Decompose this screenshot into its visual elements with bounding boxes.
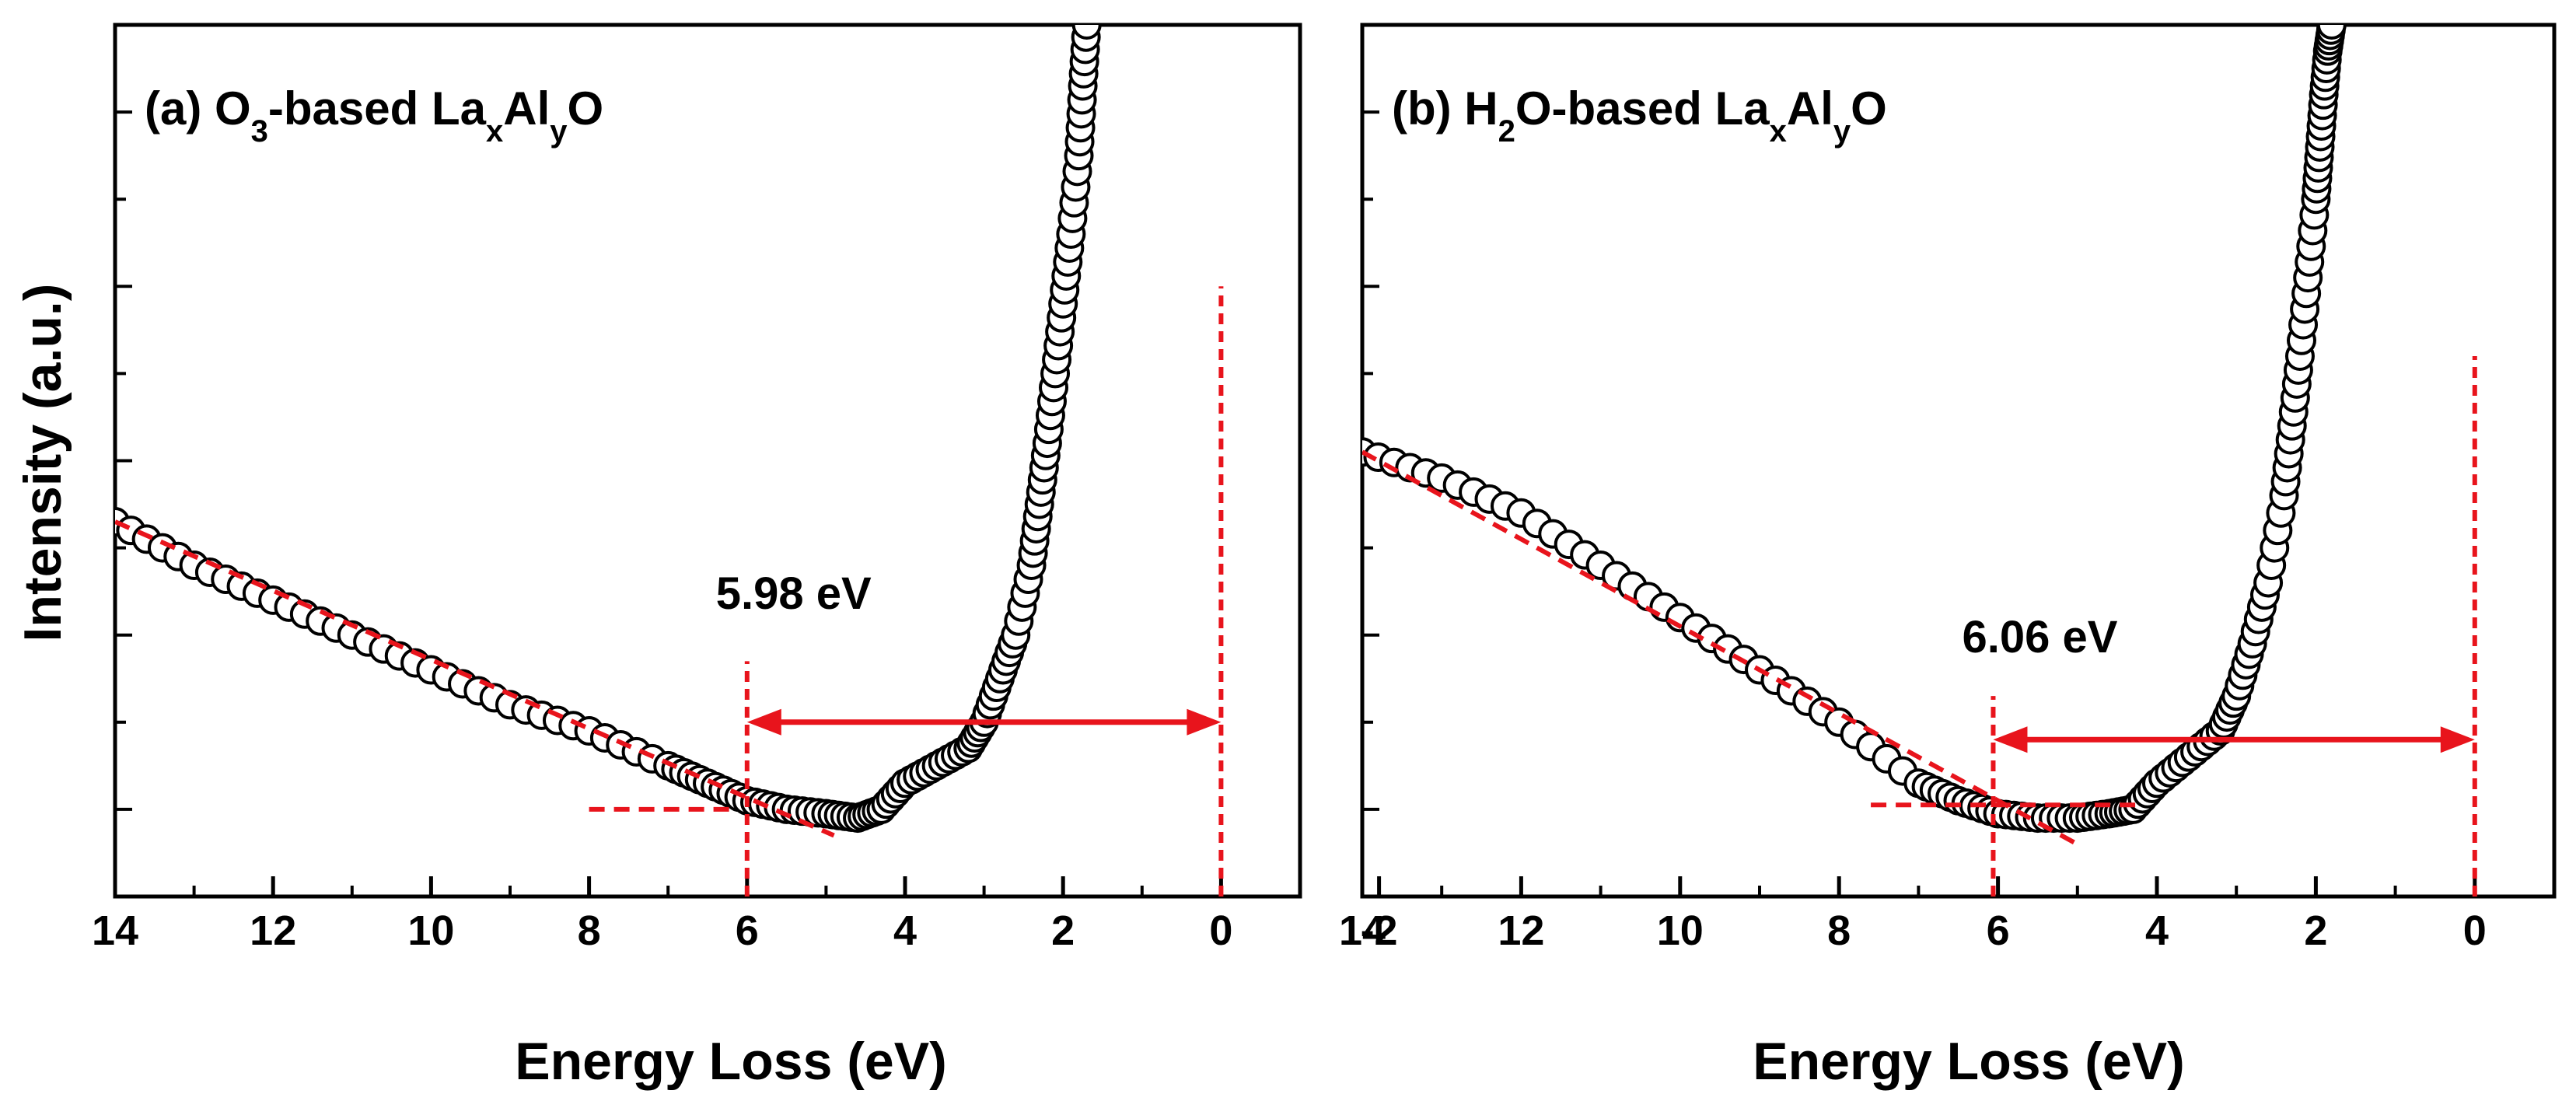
panel-title-part: -based La — [268, 82, 487, 135]
arrowhead-right-b — [2440, 726, 2475, 753]
x-tick-label-b: 14 — [1339, 907, 1386, 954]
panel-title-part: (b) H — [1392, 82, 1498, 135]
x-tick-label-a: 2 — [1051, 907, 1075, 954]
data-point-a — [1389, 151, 1416, 177]
panel-title-part: Al — [1787, 82, 1833, 135]
plot-frame-a — [113, 23, 1302, 899]
y-axis-title: Intensity (a.u.) — [13, 284, 72, 642]
x-axis-title-a: Energy Loss (eV) — [515, 1032, 947, 1091]
x-tick-label-a: 6 — [736, 907, 759, 954]
panel-title-subscript: x — [1770, 114, 1787, 149]
x-tick-label-a: 0 — [1209, 907, 1232, 954]
panel-title-subscript: 3 — [251, 114, 268, 149]
fit-slope-line-b — [1362, 449, 2079, 847]
panel-title-b: (b) H2O-based LaxAlyO — [1392, 82, 1887, 149]
panel-title-part: O — [1851, 82, 1887, 135]
x-tick-label-a: -2 — [1361, 907, 1398, 954]
data-point-a — [1403, 355, 1429, 381]
panel-a: 14 12 10 8 6 4 2 0 -2 5.98 eV (a) O3-based LaxAlyO — [92, 23, 1471, 954]
panel-title-a: (a) O3-based LaxAlyO — [145, 82, 603, 149]
x-axis-title-b: Energy Loss (eV) — [1753, 1032, 2185, 1091]
panel-title-subscript: y — [1833, 114, 1851, 149]
data-point-a — [1431, 668, 1458, 694]
data-point-a — [1424, 590, 1450, 617]
data-point-a — [1439, 721, 1466, 747]
data-point-a — [1405, 386, 1431, 413]
data-point-a — [1071, 25, 1102, 40]
x-tick-label-b: 6 — [1987, 907, 2010, 954]
bandgap-annotation-a: 5.98 eV — [716, 568, 872, 619]
panel-title-part: Al — [503, 82, 550, 135]
fit-slope-line-a — [115, 519, 835, 838]
panel-title-part: O-based La — [1515, 82, 1770, 135]
data-point-a — [1387, 58, 1414, 85]
x-tick-label-b: 2 — [2304, 907, 2327, 954]
plot-frame-b — [1360, 23, 2557, 899]
data-point-a — [1418, 529, 1445, 555]
data-point-a — [1416, 497, 1442, 523]
x-tick-label-b: 8 — [1827, 907, 1851, 954]
data-point-b — [2316, 25, 2347, 40]
data-point-a — [1442, 732, 1469, 759]
panel-title-subscript: y — [550, 114, 568, 149]
arrowhead-left-a — [746, 708, 781, 736]
x-tick-label-b: 12 — [1498, 907, 1544, 954]
plot-area-a — [115, 25, 1471, 838]
arrowhead-left-b — [1993, 726, 2028, 753]
data-point-a — [1445, 744, 1471, 771]
arrowhead-right-a — [1187, 708, 1222, 736]
data-line-right-a — [1399, 25, 1458, 757]
data-point-a — [1426, 619, 1452, 645]
data-point-a — [1392, 197, 1418, 224]
data-point-a — [1408, 413, 1435, 439]
data-point-a — [1400, 323, 1427, 349]
shared-axis-labels: Intensity (a.u.) Energy Loss (eV) Energy… — [13, 284, 2185, 1091]
data-point-a — [1421, 561, 1448, 587]
data-point-a — [1435, 689, 1461, 715]
x-tick-label-b: 0 — [2463, 907, 2487, 954]
x-tick-label-b: 10 — [1657, 907, 1704, 954]
panel-title-subscript: x — [486, 114, 503, 149]
x-tick-label-a: 14 — [92, 907, 138, 954]
panel-title-part: O — [568, 82, 604, 135]
x-tick-label-a: 10 — [407, 907, 454, 954]
x-tick-label-a: 12 — [250, 907, 296, 954]
bandgap-annotation-b: 6.06 eV — [1962, 612, 2117, 662]
data-point-a — [1395, 244, 1421, 271]
x-tick-label-b: 4 — [2145, 907, 2169, 954]
x-tick-label-a: 4 — [893, 907, 917, 954]
panel-title-subscript: 2 — [1498, 114, 1515, 149]
data-point-a — [1397, 291, 1424, 317]
data-point-a — [1437, 709, 1463, 736]
data-point-a — [1429, 648, 1456, 674]
x-tick-label-a: 8 — [578, 907, 601, 954]
plot-area-b — [1362, 25, 2347, 847]
panel-title-part: (a) O — [145, 82, 251, 135]
